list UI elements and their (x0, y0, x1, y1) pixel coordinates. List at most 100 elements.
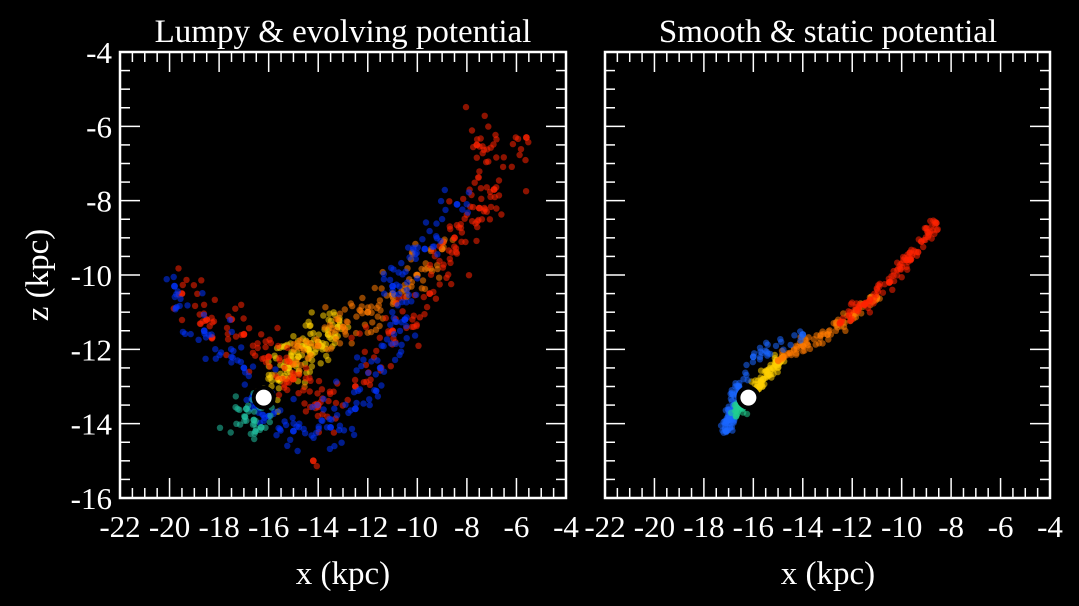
scatter-point (401, 316, 409, 323)
scatter-point (338, 439, 345, 446)
scatter-point (452, 245, 460, 252)
scatter-point (522, 188, 530, 195)
scatter-point (434, 251, 441, 258)
scatter-point (414, 275, 421, 282)
scatter-point (238, 301, 245, 308)
scatter-point (403, 322, 410, 330)
scatter-point (200, 327, 208, 335)
scatter-point (309, 403, 316, 411)
scatter-point (170, 273, 177, 281)
scatter-point (364, 329, 371, 336)
x-tick-label: -18 (683, 509, 724, 544)
scatter-point (405, 244, 412, 251)
scatter-point (358, 362, 365, 370)
scatter-point (386, 276, 394, 284)
scatter-point (175, 265, 182, 272)
x-tick-label: -22 (584, 509, 625, 544)
scatter-point (816, 335, 824, 342)
x-tick-label: -14 (782, 509, 824, 544)
scatter-point (413, 291, 420, 298)
scatter-point (465, 189, 473, 196)
scatter-point (395, 291, 403, 298)
scatter-point (315, 377, 323, 385)
scatter-point (320, 312, 327, 319)
scatter-point (740, 376, 747, 383)
scatter-point (419, 277, 427, 284)
scatter-point (300, 387, 307, 394)
scatter-point (728, 389, 735, 396)
scatter-point (206, 323, 213, 330)
scatter-point (314, 401, 321, 409)
scatter-point (436, 257, 443, 265)
scatter-point (228, 353, 235, 361)
scatter-point (436, 281, 443, 288)
scatter-point (281, 364, 288, 372)
scatter-point (426, 290, 434, 297)
scatter-point (356, 330, 363, 337)
scatter-point (376, 322, 383, 330)
scatter-point (514, 135, 522, 143)
scatter-point (290, 427, 297, 435)
scatter-point (374, 357, 381, 364)
scatter-point (371, 387, 378, 394)
scatter-point (350, 431, 358, 439)
x-tick-label: -6 (988, 509, 1014, 544)
series-near-progenitor-teal- (727, 400, 751, 420)
scatter-point (277, 407, 284, 414)
scatter-point (232, 404, 239, 411)
scatter-point (228, 328, 235, 336)
scatter-point (314, 342, 322, 349)
scatter-point (845, 312, 853, 319)
scatter-point (254, 344, 261, 352)
scatter-point (438, 215, 446, 223)
scatter-point (448, 280, 455, 288)
scatter-point (423, 303, 431, 311)
scatter-point (195, 336, 202, 343)
scatter-point (490, 186, 498, 193)
scatter-point (364, 308, 372, 316)
scatter-point (873, 286, 881, 293)
scatter-point (228, 359, 235, 366)
x-tick-label: -14 (298, 509, 340, 544)
scatter-point (274, 324, 281, 332)
scatter-point (439, 264, 447, 271)
scatter-point (725, 416, 732, 424)
scatter-point (453, 250, 461, 257)
scatter-point (387, 340, 395, 347)
scatter-point (426, 261, 434, 269)
scatter-point (819, 340, 826, 347)
scatter-point (853, 300, 860, 307)
scatter-point (282, 421, 290, 429)
scatter-point (774, 357, 782, 364)
scatter-point (732, 407, 740, 414)
scatter-point (743, 361, 750, 369)
scatter-point (288, 353, 295, 360)
scatter-point (403, 286, 410, 294)
scatter-point (842, 327, 849, 334)
scatter-point (266, 418, 273, 426)
scatter-point (396, 283, 403, 290)
scatter-point (722, 427, 730, 435)
scatter-point (866, 309, 874, 316)
scatter-point (315, 425, 322, 432)
scatter-point (461, 215, 468, 222)
scatter-point (328, 329, 335, 336)
scatter-point (427, 271, 435, 278)
scatter-point (275, 342, 282, 350)
scatter-point (894, 266, 902, 273)
scatter-point (163, 276, 170, 283)
scatter-point (382, 314, 389, 322)
scatter-point (237, 358, 245, 366)
scatter-point (251, 435, 258, 443)
scatter-point (495, 177, 503, 184)
scatter-point (254, 340, 261, 347)
scatter-point (351, 376, 359, 384)
scatter-point (786, 349, 793, 357)
y-tick-label: -8 (86, 184, 112, 219)
scatter-point (889, 286, 896, 293)
x-tick-label: -16 (733, 509, 774, 544)
scatter-point (217, 349, 225, 356)
scatter-point (367, 376, 374, 383)
scatter-point (374, 313, 381, 320)
scatter-point (421, 285, 429, 293)
